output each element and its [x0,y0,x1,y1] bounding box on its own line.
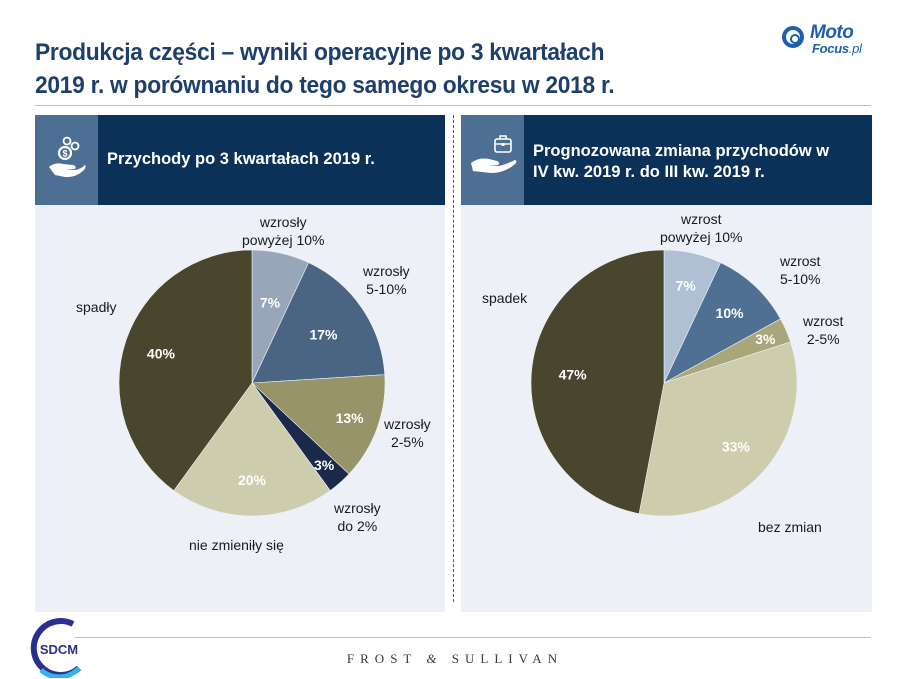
brand-amp: & [426,651,443,666]
footer-divider [55,637,871,638]
label-line: powyżej 10% [242,232,325,248]
hand-coins-icon: $ [49,136,86,178]
label-line: do 2% [337,518,378,534]
slice-value-label: 10% [716,305,745,321]
pie-slice [530,249,665,514]
slice-value-label: 33% [722,438,751,454]
slice-label: wzrosły powyżej 10% [242,213,325,249]
motofocus-logo: Moto Focus.pl [780,20,890,60]
slice-label: wzrost 5-10% [780,252,820,288]
label-line: wzrosły [384,416,431,432]
pie-slice [251,262,386,384]
title-line-1: Produkcja części – wyniki operacyjne po … [35,39,605,66]
panel-header: Prognozowana zmiana przychodów w IV kw. … [461,115,872,205]
label-line: wzrost [681,211,722,227]
label-line: bez zmian [758,519,822,535]
icon-box [461,115,524,205]
slice-label: wzrost powyżej 10% [660,210,743,246]
pie-chart-forecast: 7% 10% 3% 33% 47% [530,249,798,517]
label-line: spadek [482,290,528,306]
pie-slice [663,262,781,384]
slice-value-label: 40% [147,345,176,361]
panel-heading: Przychody po 3 kwartałach 2019 r. [107,150,375,168]
label-line: 5-10% [780,271,821,287]
top-divider [35,105,871,106]
sdcm-text: SDCM [40,642,78,657]
label-line: wzrost [780,253,821,269]
logo-focus: Focus [812,41,849,56]
pie-slice [118,249,253,492]
logo-focus-text: Focus.pl [812,41,862,56]
title-line-2: 2019 r. w porównaniu do tego samego okre… [35,72,615,99]
label-line: wzrosły [334,500,381,516]
sdcm-logo: SDCM [30,618,82,678]
page-title: Produkcja części – wyniki operacyjne po … [35,36,705,102]
label-line: spadły [76,299,117,315]
slice-value-label: 20% [238,472,267,488]
label-line: 2-5% [390,434,424,450]
slice-value-label: 7% [260,295,281,311]
panel-forecast-q4: Prognozowana zmiana przychodów w IV kw. … [461,115,872,612]
label-line: wzrosły [259,214,307,230]
logo-pl: .pl [848,41,862,56]
slice-label: spadek [482,289,527,307]
brand-sullivan: SULLIVAN [451,651,564,666]
panel-divider [453,115,454,602]
brand-frost: FROST [346,651,418,666]
pie-chart-revenue: 7% 17% 13% 3% 20% 40% [118,249,386,517]
label-line: 5-10% [366,281,407,297]
slice-label: spadły [76,298,116,316]
motofocus-ring-icon [782,26,804,48]
slice-value-label: 17% [309,326,338,342]
pie-slice [638,341,798,517]
hand-briefcase-icon [471,135,517,173]
panel-heading-line-2: IV kw. 2019 r. do III kw. 2019 r. [533,163,765,181]
panel-revenue-q3: $ Przychody po 3 kwartałach 2019 r. 7% 17… [35,115,445,612]
label-line: nie zmieniły się [189,537,284,553]
panel-header: $ Przychody po 3 kwartałach 2019 r. [35,115,445,205]
pie-slice [173,382,331,517]
svg-text:$: $ [62,149,67,159]
logo-moto-text: Moto [810,22,854,43]
slice-label: nie zmieniły się [189,536,284,554]
slice-value-label: 47% [559,366,588,382]
slice-label: bez zmian [758,518,822,536]
label-line: powyżej 10% [660,229,743,245]
label-line: wzrost [803,313,844,329]
slice-label: wzrost 2-5% [803,312,843,348]
slice-value-label: 3% [314,457,335,473]
icon-box: $ [35,115,98,205]
slice-value-label: 13% [336,410,365,426]
label-line: 2-5% [806,331,840,347]
frost-sullivan-logo: FROST & SULLIVAN [300,651,610,667]
slice-value-label: 3% [755,331,776,347]
slice-label: wzrosły do 2% [334,499,381,535]
label-line: wzrosły [363,263,410,279]
slice-label: wzrosły 5-10% [363,262,410,298]
slice-label: wzrosły 2-5% [384,415,431,451]
slice-value-label: 7% [676,278,697,294]
pie-slice [251,374,386,475]
panel-heading-line-1: Prognozowana zmiana przychodów w [533,142,830,160]
panel-heading: Prognozowana zmiana przychodów w IV kw. … [533,141,829,183]
